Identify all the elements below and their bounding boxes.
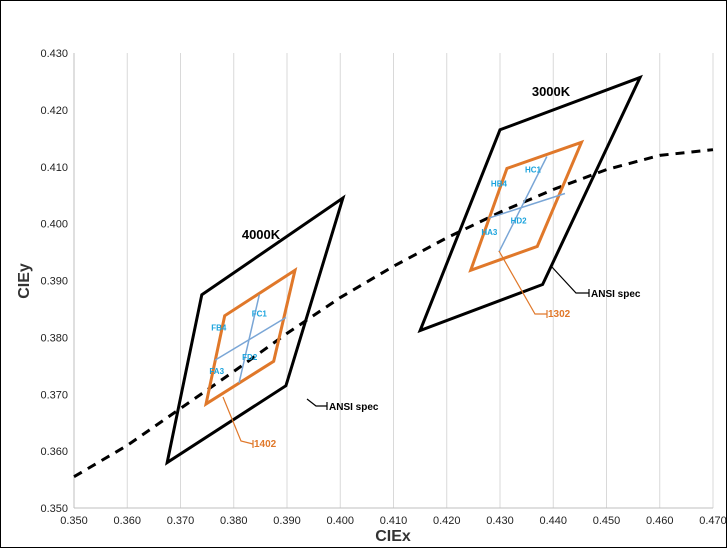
y-tick-label: 0.430 [40,48,68,60]
ansi-spec-label: ANSI spec [329,402,379,413]
bin-leader-line [222,396,254,445]
x-tick-label: 0.410 [380,515,408,527]
group-3000k [417,74,643,334]
sub-bin-divider [489,192,566,219]
ansi-spec-label: ANSI spec [591,289,641,300]
y-tick-label: 0.400 [40,219,68,231]
sub-bin-label: HD2 [511,217,528,226]
sub-bin-label: FD2 [242,353,258,362]
x-tick-label: 0.400 [326,515,354,527]
bin-quadrangle [468,139,585,273]
sub-bin-label: HA3 [481,228,498,237]
bin-leader-line [498,250,547,315]
bin-code-label: 1402 [254,439,277,450]
y-tick-label: 0.420 [40,105,68,117]
sub-bin-label: FA3 [209,367,224,376]
sub-bin-divider [238,294,261,384]
sub-bin-label: FC1 [252,309,268,318]
sub-bin-label: HC1 [525,165,542,174]
y-tick-label: 0.390 [40,276,68,288]
x-tick-label: 0.350 [60,515,88,527]
ansi-leader-line [306,398,327,407]
cct-label: 4000K [242,227,281,242]
label-layer: FB4 FC1 FA3 FD2 4000K ANSI spec 1402 HB4 HC1 HA3 H… [209,84,641,450]
grid-layer [126,53,714,508]
y-tick-label: 0.370 [40,389,68,401]
x-tick-label: 0.370 [167,515,195,527]
axis-layer: 0.350 0.360 0.370 0.380 0.390 0.400 0.410 0.420… [40,48,726,527]
ansi-quadrangle [417,74,643,334]
x-axis-title: CIEx [375,528,411,545]
x-tick-label: 0.360 [113,515,141,527]
group-4000k [164,194,346,466]
x-tick-label: 0.470 [699,515,726,527]
x-tick-label: 0.460 [646,515,674,527]
shape-layer [164,74,643,466]
sub-bin-label: FB4 [211,324,227,333]
ansi-leader-line [550,265,589,294]
x-tick-label: 0.440 [539,515,567,527]
sub-bin-divider [214,316,287,361]
y-tick-label: 0.380 [40,332,68,344]
cct-label: 3000K [532,84,571,99]
x-tick-label: 0.390 [273,515,301,527]
ansi-quadrangle [164,194,346,466]
x-tick-label: 0.450 [593,515,621,527]
sub-bin-divider [498,156,548,253]
x-tick-label: 0.430 [486,515,514,527]
bin-code-label: 1302 [548,309,571,320]
x-tick-label: 0.420 [433,515,461,527]
y-tick-label: 0.410 [40,162,68,174]
sub-bin-label: HB4 [491,180,508,189]
y-tick-label: 0.350 [40,503,68,515]
y-tick-label: 0.360 [40,446,68,458]
bin-quadrangle [203,266,298,408]
y-axis-title: CIEy [16,263,33,299]
x-tick-label: 0.380 [220,515,248,527]
